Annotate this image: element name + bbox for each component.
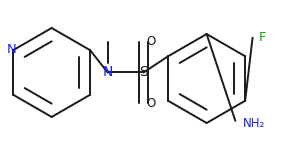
Text: F: F	[258, 31, 266, 44]
Text: NH₂: NH₂	[243, 117, 265, 130]
Text: O: O	[146, 97, 155, 110]
Text: O: O	[146, 35, 155, 48]
Text: N: N	[7, 43, 17, 56]
Text: N: N	[102, 66, 113, 79]
Text: S: S	[139, 66, 148, 79]
